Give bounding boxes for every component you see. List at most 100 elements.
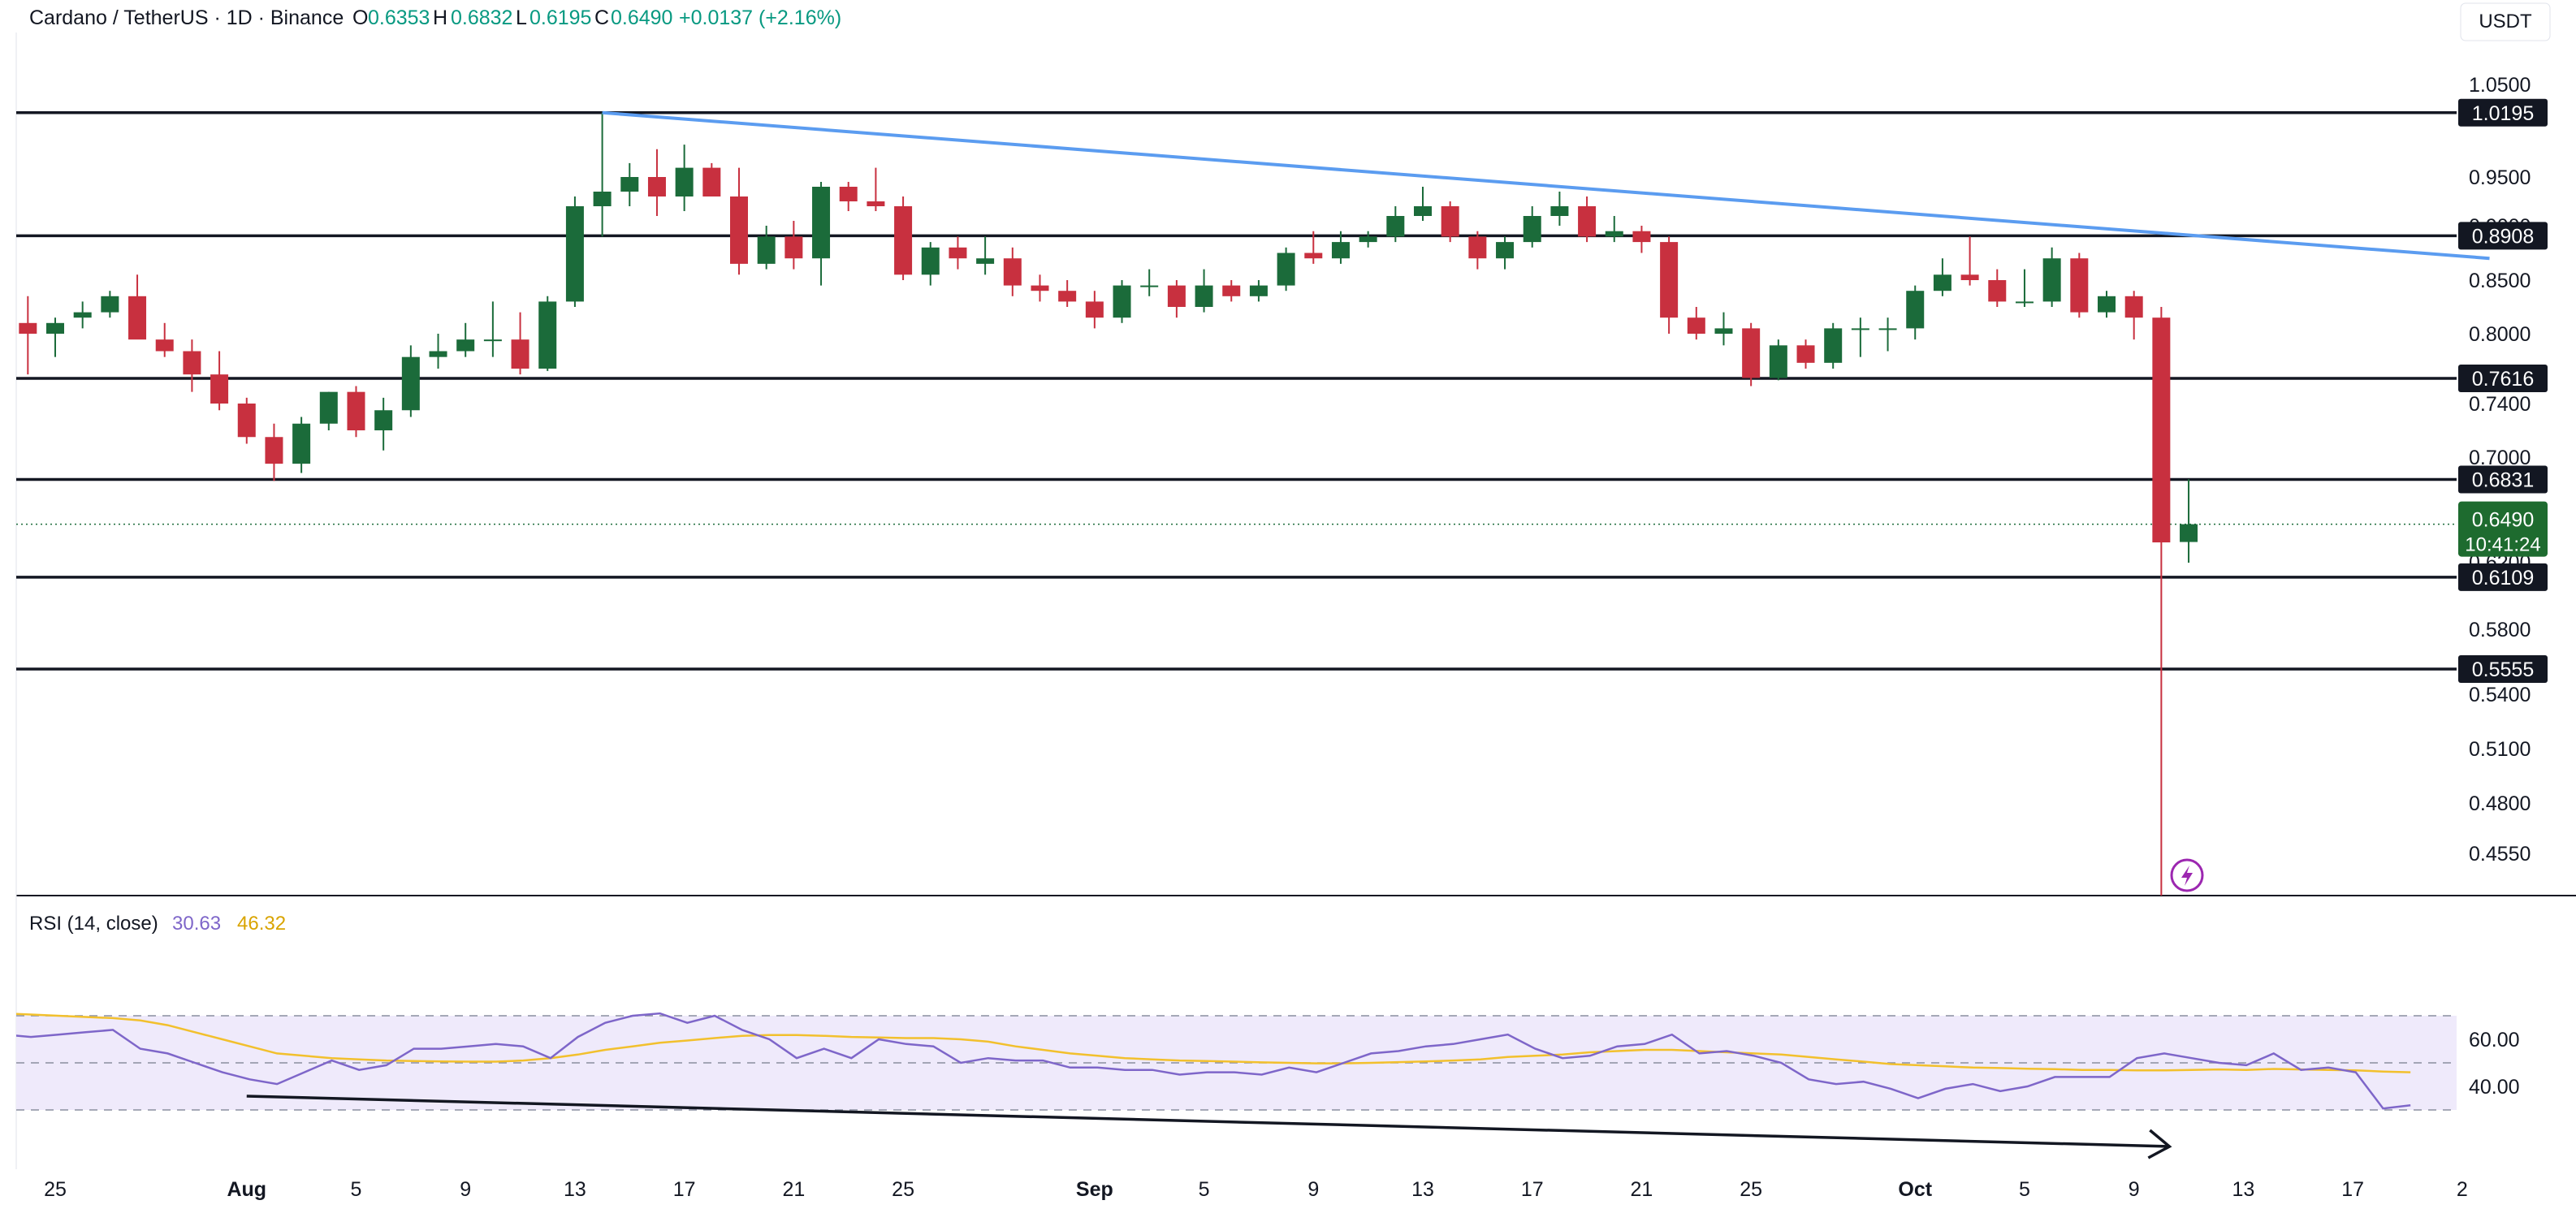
- price-pane[interactable]: [15, 32, 2576, 1169]
- candle[interactable]: [1113, 280, 1131, 323]
- candle[interactable]: [2180, 479, 2198, 563]
- candle[interactable]: [1632, 226, 1651, 253]
- candle[interactable]: [210, 351, 229, 411]
- candle[interactable]: [1140, 269, 1159, 296]
- candle[interactable]: [1359, 231, 1377, 248]
- currency-box[interactable]: [2460, 2, 2551, 41]
- candle[interactable]: [1687, 307, 1705, 340]
- candle[interactable]: [319, 391, 338, 430]
- lightning-icon[interactable]: [2170, 858, 2204, 892]
- candle[interactable]: [1277, 247, 1295, 291]
- candle[interactable]: [1167, 280, 1186, 318]
- candle[interactable]: [237, 397, 256, 444]
- candle[interactable]: [401, 345, 420, 417]
- candle[interactable]: [456, 322, 475, 357]
- candle[interactable]: [1796, 339, 1815, 369]
- candle[interactable]: [1249, 280, 1268, 302]
- candle[interactable]: [593, 112, 612, 237]
- descending-trendline[interactable]: [602, 110, 2490, 261]
- candle[interactable]: [2042, 247, 2061, 307]
- candle[interactable]: [894, 196, 913, 280]
- candle[interactable]: [429, 334, 447, 369]
- candle[interactable]: [2124, 291, 2143, 340]
- candle[interactable]: [675, 145, 694, 211]
- candle-body: [1113, 285, 1131, 318]
- candle[interactable]: [73, 301, 92, 329]
- candle[interactable]: [1331, 231, 1350, 264]
- level-price-tag[interactable]: 0.5555: [2458, 655, 2548, 683]
- rsi-pane[interactable]: 60.00 40.00: [3, 1012, 2520, 1159]
- candle[interactable]: [1660, 236, 1679, 334]
- candle[interactable]: [1058, 280, 1077, 307]
- candle[interactable]: [292, 417, 311, 473]
- candle[interactable]: [757, 226, 776, 270]
- candle[interactable]: [1578, 196, 1597, 243]
- candle[interactable]: [1304, 231, 1323, 264]
- candle[interactable]: [565, 196, 584, 307]
- candle[interactable]: [19, 296, 37, 375]
- candle[interactable]: [374, 397, 393, 451]
- level-price-tag[interactable]: 0.6831: [2458, 465, 2548, 494]
- candle[interactable]: [784, 221, 803, 270]
- candle[interactable]: [155, 322, 174, 357]
- candle[interactable]: [1031, 274, 1049, 302]
- divergence-arrow[interactable]: [246, 1095, 2172, 1159]
- candle[interactable]: [2098, 291, 2116, 318]
- candle[interactable]: [1988, 269, 2007, 307]
- candle[interactable]: [265, 423, 283, 481]
- candle[interactable]: [976, 236, 995, 275]
- candle[interactable]: [1195, 269, 1213, 313]
- candle-body: [1605, 231, 1623, 237]
- candle[interactable]: [1414, 187, 1432, 221]
- candle[interactable]: [1496, 236, 1515, 270]
- candle[interactable]: [1386, 206, 1405, 243]
- candle[interactable]: [949, 236, 967, 270]
- candle[interactable]: [1878, 317, 1897, 352]
- candle[interactable]: [101, 291, 119, 318]
- candle[interactable]: [1605, 216, 1623, 243]
- candle[interactable]: [128, 274, 147, 340]
- candle[interactable]: [1824, 322, 1843, 369]
- candle[interactable]: [1003, 247, 1022, 296]
- candle[interactable]: [1441, 201, 1459, 243]
- candle[interactable]: [483, 301, 502, 357]
- candle[interactable]: [867, 167, 885, 211]
- candle[interactable]: [647, 149, 666, 216]
- candle[interactable]: [1085, 291, 1104, 329]
- time-axis[interactable]: 25 Aug 5 9 13 17 21 25 Sep 5 9 13 17 21 25 Oct 5 9 13 17 2: [44, 1178, 2468, 1201]
- candle[interactable]: [1714, 312, 1733, 346]
- candle[interactable]: [921, 242, 940, 286]
- candle[interactable]: [1960, 236, 1979, 286]
- level-price-tag[interactable]: 0.6109: [2458, 563, 2548, 591]
- level-price-tag[interactable]: 0.8908: [2458, 222, 2548, 250]
- candle[interactable]: [1769, 339, 1787, 381]
- candle[interactable]: [1933, 258, 1951, 296]
- candle[interactable]: [2015, 269, 2034, 307]
- candle[interactable]: [1222, 280, 1241, 302]
- candles[interactable]: [19, 112, 2198, 1209]
- rsi-tick-label: 60.00: [2469, 1029, 2520, 1051]
- candle[interactable]: [1906, 285, 1925, 340]
- candle[interactable]: [1468, 231, 1487, 270]
- candle[interactable]: [538, 296, 557, 371]
- candle[interactable]: [620, 162, 639, 206]
- price-axis[interactable]: 1.05000.95000.90000.85000.80000.74000.70…: [2458, 74, 2548, 866]
- candle[interactable]: [1523, 206, 1541, 248]
- candle[interactable]: [1742, 322, 1761, 386]
- candle[interactable]: [730, 167, 748, 275]
- candle[interactable]: [2070, 253, 2089, 318]
- candle[interactable]: [183, 339, 201, 392]
- candle[interactable]: [347, 386, 365, 438]
- level-price-tag[interactable]: 0.7616: [2458, 365, 2548, 393]
- level-price-tag[interactable]: 1.0195: [2458, 98, 2548, 127]
- candle[interactable]: [511, 312, 529, 375]
- candle[interactable]: [46, 317, 64, 357]
- candle[interactable]: [702, 162, 721, 196]
- candle[interactable]: [812, 182, 831, 286]
- candle[interactable]: [1851, 317, 1869, 357]
- candle[interactable]: [839, 182, 858, 211]
- candle[interactable]: [2152, 307, 2171, 1209]
- candle[interactable]: [1550, 192, 1569, 226]
